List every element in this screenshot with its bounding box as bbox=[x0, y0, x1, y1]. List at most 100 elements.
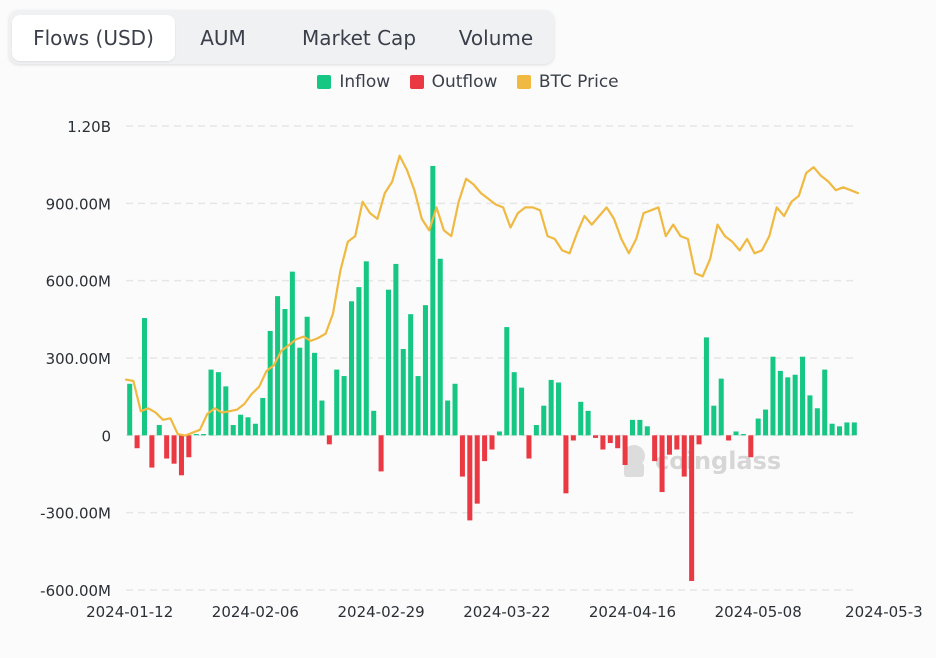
y-tick-label: 900.00M bbox=[46, 195, 111, 213]
inflow-bar bbox=[814, 408, 820, 436]
inflow-bar bbox=[260, 397, 266, 436]
inflow-bar bbox=[415, 376, 421, 436]
inflow-bar bbox=[770, 356, 776, 436]
outflow-bar bbox=[186, 435, 192, 458]
btc-price-line bbox=[124, 154, 860, 437]
tab-market-cap[interactable]: Market Cap bbox=[301, 26, 417, 50]
inflow-bar bbox=[792, 374, 798, 436]
inflow-bar bbox=[430, 165, 436, 436]
outflow-bar bbox=[748, 435, 754, 458]
outflow-bar bbox=[622, 435, 628, 465]
outflow-bar bbox=[474, 435, 480, 504]
outflow-bar bbox=[666, 435, 672, 455]
inflow-bar bbox=[422, 305, 428, 436]
x-tick-label: 2024-02-06 bbox=[212, 603, 299, 621]
outflow-bar bbox=[674, 435, 680, 450]
inflow-bar bbox=[800, 356, 806, 436]
btc-price-swatch-icon bbox=[516, 75, 531, 89]
inflow-bar bbox=[141, 318, 147, 436]
inflow-bar bbox=[504, 327, 510, 436]
legend-item-inflow[interactable]: Inflow bbox=[317, 72, 390, 92]
inflow-bar bbox=[822, 369, 828, 436]
inflow-swatch-icon bbox=[317, 75, 332, 89]
outflow-bar bbox=[681, 435, 687, 477]
outflow-bar bbox=[326, 435, 332, 445]
inflow-bar bbox=[755, 418, 761, 436]
inflow-bar bbox=[851, 422, 857, 436]
x-tick-label: 2024-05-3 bbox=[845, 603, 923, 621]
y-tick-label: 1.20B bbox=[67, 118, 111, 136]
inflow-bar bbox=[578, 401, 584, 436]
inflow-bar bbox=[703, 337, 709, 436]
y-tick-label: -300.00M bbox=[40, 505, 111, 523]
inflow-bar bbox=[437, 258, 443, 436]
outflow-bar bbox=[652, 435, 658, 462]
inflow-bar bbox=[356, 287, 362, 436]
inflow-bar bbox=[267, 330, 273, 436]
outflow-bar bbox=[615, 435, 621, 449]
tab-volume[interactable]: Volume bbox=[458, 26, 534, 50]
legend-item-outflow[interactable]: Outflow bbox=[409, 72, 497, 92]
inflow-bar bbox=[201, 434, 207, 436]
inflow-bar bbox=[548, 379, 554, 436]
inflow-bar bbox=[341, 376, 347, 436]
inflow-bar bbox=[777, 370, 783, 436]
inflow-bar bbox=[541, 405, 547, 436]
inflow-bar bbox=[215, 372, 221, 436]
coinglass-logo-icon bbox=[623, 445, 645, 477]
outflow-bar bbox=[489, 435, 495, 450]
inflow-bar bbox=[533, 425, 539, 436]
inflow-bar bbox=[763, 409, 769, 436]
y-tick-label: 600.00M bbox=[46, 273, 111, 291]
outflow-bar bbox=[659, 435, 665, 493]
tab-flows[interactable]: Flows (USD) bbox=[12, 15, 175, 61]
tab-aum[interactable]: AUM bbox=[200, 26, 246, 50]
inflow-bar bbox=[400, 348, 406, 436]
inflow-bar bbox=[733, 431, 739, 436]
outflow-bar bbox=[134, 435, 140, 449]
inflow-bar bbox=[289, 271, 295, 436]
outflow-bar bbox=[689, 435, 695, 581]
inflow-bar bbox=[238, 414, 244, 436]
outflow-bar bbox=[593, 435, 599, 438]
inflow-bar bbox=[644, 426, 650, 436]
inflow-bar bbox=[208, 369, 214, 436]
inflow-bar bbox=[807, 395, 813, 436]
outflow-bar bbox=[600, 435, 606, 450]
x-tick-label: 2024-05-08 bbox=[715, 603, 802, 621]
inflow-bar bbox=[445, 400, 451, 436]
inflow-bar bbox=[740, 434, 746, 436]
inflow-bar bbox=[711, 405, 717, 436]
inflow-bar bbox=[297, 347, 303, 436]
outflow-bar bbox=[178, 435, 184, 476]
inflow-bar bbox=[304, 316, 310, 436]
inflow-bar bbox=[844, 422, 850, 436]
outflow-bar bbox=[378, 435, 384, 472]
legend-label-btc-price: BTC Price bbox=[538, 72, 619, 92]
watermark-text: coinglass bbox=[655, 447, 781, 475]
inflow-bar bbox=[629, 419, 635, 436]
outflow-bar bbox=[171, 435, 177, 464]
inflow-bar bbox=[837, 426, 843, 436]
y-tick-label: -600.00M bbox=[40, 582, 111, 600]
y-tick-label: 0 bbox=[101, 427, 111, 445]
inflow-bar bbox=[193, 434, 199, 436]
legend-item-btc-price[interactable]: BTC Price bbox=[516, 72, 619, 92]
inflow-bar bbox=[363, 261, 369, 436]
inflow-bar bbox=[385, 289, 391, 436]
inflow-bar bbox=[275, 296, 281, 436]
outflow-bar bbox=[526, 435, 532, 459]
outflow-bar bbox=[164, 435, 170, 459]
inflow-bar bbox=[127, 383, 133, 436]
x-tick-label: 2024-01-12 bbox=[86, 603, 173, 621]
outflow-swatch-icon bbox=[409, 75, 424, 89]
inflow-bar bbox=[319, 400, 325, 436]
inflow-bar bbox=[585, 410, 591, 436]
outflow-bar bbox=[482, 435, 488, 462]
inflow-bar bbox=[408, 314, 414, 436]
inflow-bar bbox=[282, 309, 288, 436]
chart-legend: Inflow Outflow BTC Price bbox=[0, 72, 936, 94]
y-tick-label: 300.00M bbox=[46, 350, 111, 368]
inflow-bar bbox=[334, 369, 340, 436]
